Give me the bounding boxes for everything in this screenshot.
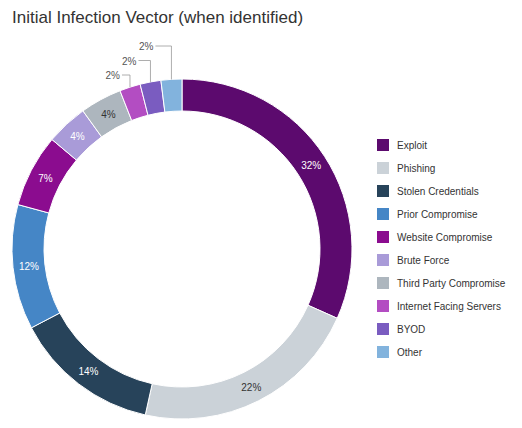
legend-swatch — [377, 254, 389, 266]
data-label: 22% — [241, 382, 261, 393]
data-label: 2% — [139, 41, 154, 52]
leader-line — [122, 75, 130, 87]
data-label: 14% — [78, 366, 98, 377]
legend-swatch — [377, 208, 389, 220]
legend-swatch — [377, 323, 389, 335]
legend-label: Other — [397, 347, 423, 358]
legend-label: Internet Facing Servers — [397, 301, 501, 312]
legend-label: Stolen Credentials — [397, 186, 479, 197]
legend-label: Brute Force — [397, 255, 450, 266]
legend-swatch — [377, 139, 389, 151]
leader-line — [155, 46, 171, 79]
data-label: 7% — [38, 173, 53, 184]
data-label: 32% — [301, 160, 321, 171]
data-labels: 32%22%14%12%7%4%4%2%2%2% — [19, 41, 321, 393]
data-label: 2% — [106, 70, 121, 81]
slice — [145, 305, 337, 419]
slices — [12, 79, 352, 419]
legend: Exploit Phishing Stolen Credentials Prior C… — [377, 139, 506, 358]
legend-label: BYOD — [397, 324, 425, 335]
title: Initial Infection Vector (when identifie… — [12, 8, 303, 27]
legend-swatch — [377, 162, 389, 174]
data-label: 2% — [122, 56, 137, 67]
data-label: 12% — [19, 261, 39, 272]
slice — [182, 79, 352, 318]
slice — [161, 79, 182, 112]
legend-label: Third Party Compromise — [397, 278, 506, 289]
chart: Initial Infection Vector (when identifie… — [0, 0, 522, 428]
legend-swatch — [377, 300, 389, 312]
leader-line — [138, 61, 150, 82]
legend-swatch — [377, 231, 389, 243]
legend-swatch — [377, 185, 389, 197]
data-label: 4% — [101, 109, 116, 120]
data-label: 4% — [70, 131, 85, 142]
legend-swatch — [377, 346, 389, 358]
legend-label: Exploit — [397, 140, 427, 151]
legend-swatch — [377, 277, 389, 289]
slice — [12, 205, 60, 328]
legend-label: Website Compromise — [397, 232, 493, 243]
legend-label: Phishing — [397, 163, 435, 174]
slice — [31, 313, 152, 415]
legend-label: Prior Compromise — [397, 209, 478, 220]
